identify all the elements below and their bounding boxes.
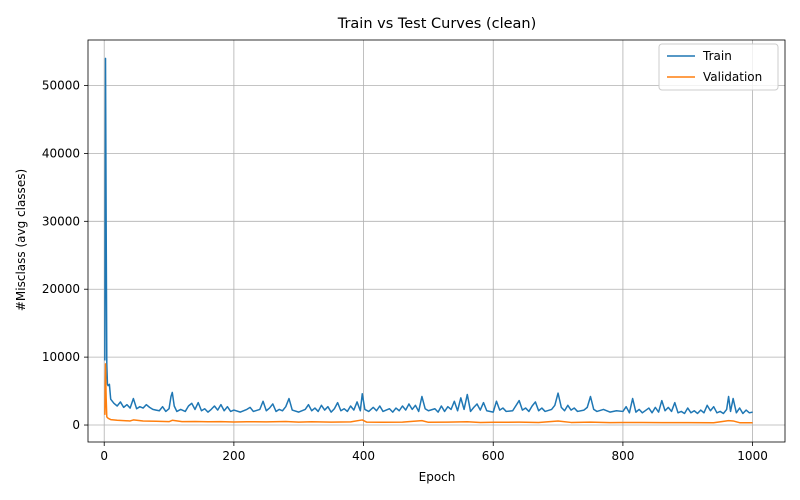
plot-frame xyxy=(87,39,786,443)
y-axis-label: #Misclass (avg classes) xyxy=(14,169,28,311)
y-tick-label-4: 40000 xyxy=(42,146,80,160)
y-tick-label-5: 50000 xyxy=(42,78,80,92)
y-tick-label-1: 10000 xyxy=(42,350,80,364)
x-axis-label: Epoch xyxy=(419,470,456,484)
x-tick-label-4: 800 xyxy=(611,449,634,463)
legend-label-train: Train xyxy=(702,49,732,63)
y-ticks: 0 10000 20000 30000 40000 50000 xyxy=(42,78,88,432)
grid-lines xyxy=(88,40,785,442)
x-tick-label-1: 200 xyxy=(222,449,245,463)
y-tick-label-3: 30000 xyxy=(42,214,80,228)
x-ticks: 0 200 400 600 800 1000 xyxy=(100,442,768,463)
legend: Train Validation xyxy=(658,43,779,91)
series-lines xyxy=(104,57,753,424)
x-tick-label-3: 600 xyxy=(482,449,505,463)
series-line-validation xyxy=(104,363,753,424)
axes xyxy=(87,39,786,443)
y-tick-label-0: 0 xyxy=(72,418,80,432)
y-tick-label-2: 20000 xyxy=(42,282,80,296)
chart-title: Train vs Test Curves (clean) xyxy=(337,16,537,32)
x-tick-label-2: 400 xyxy=(352,449,375,463)
x-tick-label-5: 1000 xyxy=(737,449,768,463)
legend-label-validation: Validation xyxy=(703,70,762,84)
x-tick-label-0: 0 xyxy=(100,449,108,463)
series-line-train xyxy=(104,57,753,415)
